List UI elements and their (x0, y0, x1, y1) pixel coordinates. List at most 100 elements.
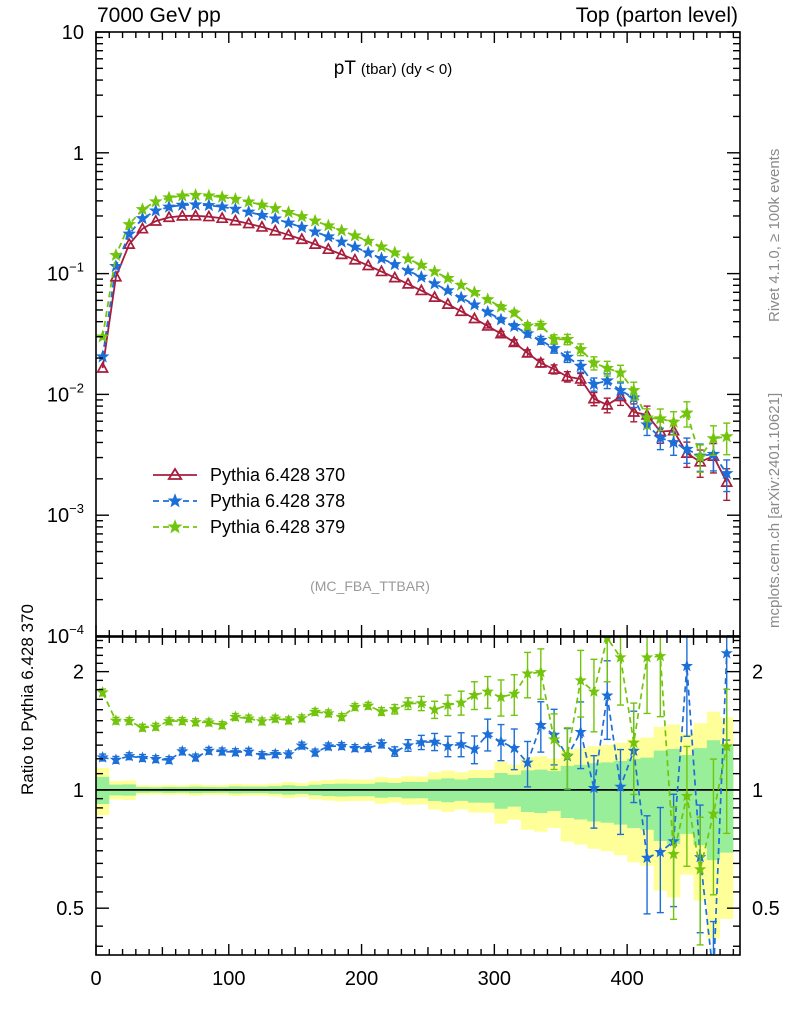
data-point-marker (401, 277, 415, 289)
data-point-marker (229, 710, 242, 723)
data-point-marker (534, 318, 548, 332)
data-point-marker (494, 690, 508, 703)
legend-key-icon (153, 467, 197, 480)
data-point-marker (334, 234, 349, 248)
data-point-marker (295, 711, 308, 724)
data-point-marker (136, 721, 149, 733)
data-point-marker (534, 718, 547, 731)
legend-item[interactable]: Pythia 6.428 370 (152, 462, 345, 488)
data-point-marker (148, 203, 163, 217)
data-point-marker (614, 389, 627, 402)
x-tick-label: 400 (610, 968, 643, 990)
legend-label-1: Pythia 6.428 378 (210, 490, 346, 511)
data-point-marker (720, 740, 733, 752)
data-point-marker (520, 326, 535, 340)
x-tick-label: 300 (478, 968, 511, 990)
data-point-marker (468, 311, 481, 324)
data-point-marker (587, 685, 601, 697)
data-point-marker (653, 430, 668, 444)
data-point-marker (534, 356, 548, 368)
triangle-marker-icon (167, 467, 183, 480)
legend-item[interactable]: Pythia 6.428 379 (152, 514, 345, 540)
data-point-marker (534, 333, 548, 347)
legend-marker-2 (152, 517, 198, 537)
data-point-marker (414, 257, 429, 271)
ratio-panel-series (96, 637, 733, 955)
data-point-marker (295, 739, 308, 751)
data-point-marker (148, 194, 163, 208)
data-point-marker (122, 237, 136, 249)
data-point-marker (414, 283, 428, 296)
data-point-marker (613, 365, 628, 379)
data-point-marker (654, 649, 667, 662)
data-point-marker (467, 297, 482, 311)
data-point-marker (507, 305, 522, 319)
x-tick-label: 200 (345, 968, 378, 990)
data-point-marker (654, 845, 667, 858)
data-point-marker (308, 237, 322, 249)
data-point-marker (375, 737, 388, 750)
data-point-marker (96, 751, 109, 763)
data-point-marker (215, 211, 229, 224)
data-point-marker (109, 753, 123, 766)
data-point-marker (640, 651, 654, 663)
data-point-marker (322, 706, 335, 719)
header-beam-energy: 7000 GeV pp (97, 4, 221, 27)
data-point-marker (587, 391, 601, 404)
legend-item[interactable]: Pythia 6.428 378 (152, 488, 345, 514)
legend-label-0: Pythia 6.428 370 (210, 464, 346, 485)
data-point-marker (560, 332, 575, 346)
data-point-marker (308, 746, 322, 758)
data-point-marker (269, 712, 282, 724)
data-point-marker (614, 650, 627, 663)
data-point-marker (614, 780, 627, 792)
data-point-marker (401, 738, 415, 751)
data-point-marker (573, 359, 588, 372)
data-point-marker (162, 190, 176, 204)
data-point-marker (480, 292, 495, 306)
series-2 (96, 197, 734, 493)
data-point-marker (242, 745, 255, 757)
analysis-watermark: (MC_FBA_TTBAR) (310, 578, 430, 594)
data-point-marker (202, 209, 216, 222)
data-point-marker (375, 705, 388, 717)
data-point-marker (534, 665, 547, 678)
data-point-marker (175, 188, 190, 202)
data-point-marker (454, 278, 468, 291)
data-point-marker (574, 674, 587, 686)
data-point-marker (334, 223, 349, 237)
data-point-marker (547, 341, 561, 355)
data-point-marker (123, 749, 136, 762)
data-point-marker (374, 239, 389, 253)
data-point-marker (361, 258, 375, 271)
data-point-marker (308, 705, 322, 718)
data-point-marker (149, 752, 162, 765)
data-point-marker (295, 220, 309, 233)
data-point-marker (308, 224, 322, 238)
data-point-marker (694, 862, 707, 875)
data-point-marker (719, 466, 734, 480)
data-point-marker (428, 735, 441, 748)
data-point-marker (415, 735, 428, 748)
data-point-marker (508, 687, 521, 700)
data-point-marker (441, 739, 454, 752)
data-point-marker (362, 741, 375, 754)
data-point-marker (401, 263, 415, 277)
data-point-marker (401, 697, 415, 709)
data-point-marker (255, 197, 269, 211)
data-point-marker (215, 199, 229, 213)
data-point-marker (494, 326, 508, 339)
data-point-marker (202, 188, 216, 202)
data-point-marker (308, 213, 322, 227)
data-point-marker (387, 257, 402, 271)
data-point-marker (415, 696, 428, 709)
data-point-marker (335, 247, 349, 260)
data-point-marker (401, 251, 415, 265)
data-point-marker (228, 201, 243, 215)
data-point-marker (427, 276, 442, 290)
data-point-marker (560, 349, 575, 363)
y-tick-label: 10−1 (47, 260, 84, 286)
data-point-marker (388, 745, 401, 757)
data-point-marker (282, 227, 295, 240)
